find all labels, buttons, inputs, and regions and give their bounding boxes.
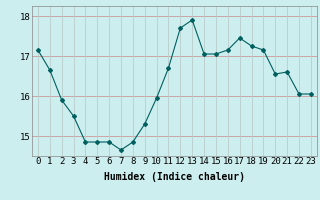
X-axis label: Humidex (Indice chaleur): Humidex (Indice chaleur): [104, 172, 245, 182]
